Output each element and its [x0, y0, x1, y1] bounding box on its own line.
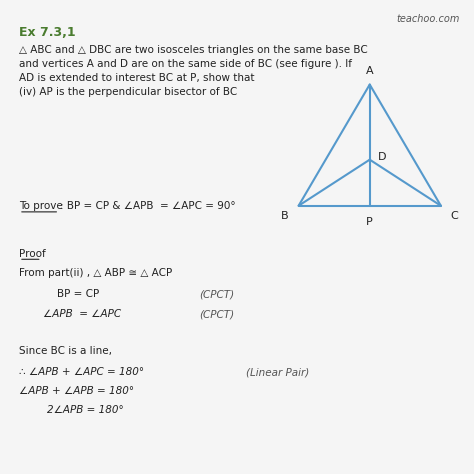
Text: (CPCT): (CPCT) — [199, 289, 234, 299]
Text: Proof: Proof — [19, 249, 46, 259]
Text: Since BC is a line,: Since BC is a line, — [19, 346, 112, 356]
Text: BP = CP: BP = CP — [57, 289, 99, 299]
Text: (CPCT): (CPCT) — [199, 309, 234, 319]
Text: Ex 7.3,1: Ex 7.3,1 — [19, 26, 75, 39]
Text: D: D — [378, 152, 387, 162]
Text: B: B — [281, 210, 289, 220]
Text: ∴ ∠APB + ∠APC = 180°: ∴ ∠APB + ∠APC = 180° — [19, 367, 144, 377]
Text: ∠APB + ∠APB = 180°: ∠APB + ∠APB = 180° — [19, 386, 134, 396]
Text: teachoo.com: teachoo.com — [396, 14, 460, 24]
Text: To prove: To prove — [19, 201, 63, 211]
Text: (Linear Pair): (Linear Pair) — [246, 367, 310, 377]
Text: 2∠APB = 180°: 2∠APB = 180° — [47, 405, 124, 415]
Text: C: C — [451, 210, 458, 220]
Text: : BP = CP & ∠APB  = ∠APC = 90°: : BP = CP & ∠APB = ∠APC = 90° — [60, 201, 236, 211]
Text: From part(ii) , △ ABP ≅ △ ACP: From part(ii) , △ ABP ≅ △ ACP — [19, 268, 172, 278]
Text: △ ABC and △ DBC are two isosceles triangles on the same base BC
and vertices A a: △ ABC and △ DBC are two isosceles triang… — [19, 45, 368, 97]
Text: P: P — [366, 217, 373, 227]
Text: A: A — [366, 66, 374, 76]
Text: ∠APB  = ∠APC: ∠APB = ∠APC — [43, 309, 121, 319]
